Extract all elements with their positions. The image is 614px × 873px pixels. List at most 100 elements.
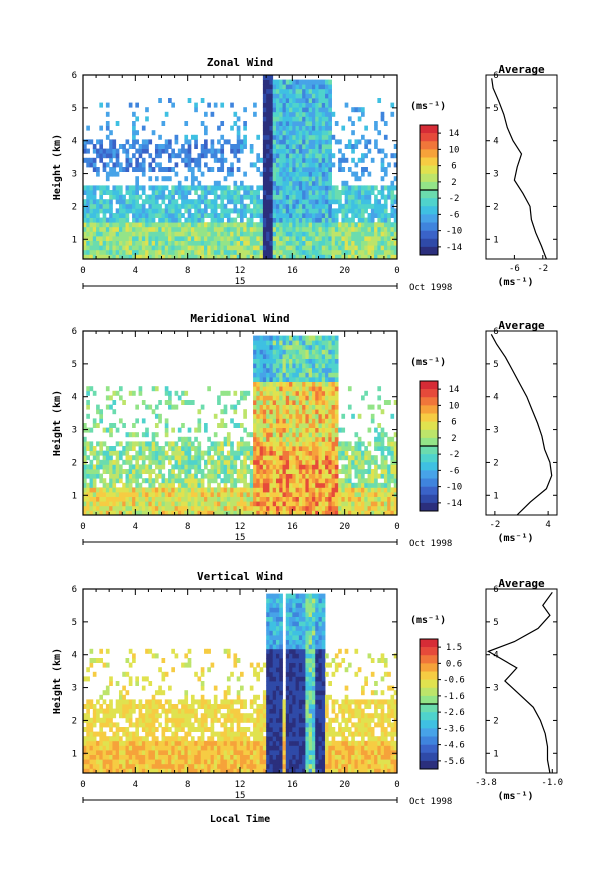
heatmap-cell [289, 249, 293, 255]
heatmap-cell [256, 418, 261, 424]
heatmap-cell [141, 245, 146, 251]
heatmap-cell [272, 395, 277, 401]
heatmap-cell [390, 413, 395, 419]
heatmap-cell [148, 213, 153, 218]
heatmap-cell [125, 249, 130, 255]
heatmap-cell [328, 441, 332, 447]
heatmap-cell [164, 245, 169, 251]
heatmap-cell [96, 441, 100, 447]
heatmap-cell [236, 125, 241, 131]
heatmap-cell [279, 496, 283, 502]
heatmap-cell [168, 492, 172, 497]
heatmap-cell [357, 446, 362, 451]
heatmap-cell [148, 496, 153, 502]
heatmap-cell [279, 180, 283, 186]
heatmap-cell [207, 386, 211, 392]
heatmap-cell [311, 436, 316, 442]
heatmap-cell [354, 505, 359, 511]
heatmap-cell [341, 153, 346, 159]
date-label: 15 [235, 533, 246, 543]
heatmap-cell [354, 473, 359, 479]
heatmap-cell [292, 354, 296, 359]
heatmap-cell [279, 190, 283, 195]
heatmap-cell [246, 505, 251, 511]
heatmap-cell [325, 455, 329, 461]
heatmap-cell [311, 395, 316, 401]
heatmap-cell [118, 505, 123, 511]
heatmap-cell [325, 432, 329, 438]
heatmap-cell [334, 377, 339, 382]
heatmap-cell [259, 446, 264, 451]
heatmap-cell [377, 249, 382, 255]
heatmap-cell [128, 144, 133, 149]
heatmap-cell [285, 84, 290, 90]
heatmap-cell [380, 450, 385, 456]
heatmap-cell [86, 231, 90, 237]
heatmap-cell [262, 84, 267, 90]
heatmap-cell [282, 464, 287, 470]
heatmap-cell [289, 432, 293, 438]
heatmap-cell [243, 413, 247, 419]
heatmap-cell [105, 745, 110, 751]
heatmap-cell [174, 134, 179, 140]
heatmap-cell [86, 736, 90, 742]
heatmap-cell [105, 185, 110, 191]
heatmap-cell [92, 740, 97, 746]
heatmap-cell [308, 432, 313, 438]
heatmap-cell [279, 107, 283, 113]
heatmap-cell [256, 344, 261, 350]
heatmap-cell [83, 245, 87, 251]
heatmap-cell [187, 469, 192, 474]
heatmap-cell [230, 245, 234, 251]
heatmap-cell [295, 116, 300, 122]
heatmap-cell [311, 400, 316, 405]
heatmap-cell [233, 482, 238, 488]
heatmap-cell [292, 459, 296, 465]
heatmap-cell [226, 208, 231, 214]
heatmap-cell [351, 194, 355, 200]
heatmap-cell [334, 386, 339, 392]
heatmap-cell [377, 130, 382, 136]
heatmap-cell [292, 130, 296, 136]
heatmap-cell [351, 482, 355, 488]
heatmap-cell [118, 185, 123, 191]
heatmap-cell [233, 487, 238, 493]
heatmap-cell [331, 134, 336, 140]
heatmap-cell [96, 745, 100, 751]
heatmap-cell [109, 464, 113, 470]
heatmap-cell [279, 340, 283, 346]
heatmap-cell [220, 213, 225, 218]
heatmap-cell [262, 340, 267, 346]
heatmap-cell [295, 501, 300, 507]
heatmap-cell [383, 208, 388, 214]
heatmap-cell [321, 98, 326, 103]
heatmap-cell [128, 390, 133, 396]
heatmap-cell [259, 226, 264, 232]
heatmap-cell [393, 236, 398, 241]
heatmap-cell [275, 450, 280, 456]
heatmap-cell [295, 358, 300, 364]
heatmap-cell [328, 386, 332, 392]
heatmap-cell [289, 455, 293, 461]
heatmap-cell [315, 240, 319, 246]
heatmap-cell [292, 386, 296, 392]
heatmap-cell [338, 203, 342, 209]
heatmap-cell [83, 199, 87, 205]
heatmap-cell [272, 148, 277, 154]
heatmap-cell [125, 478, 130, 484]
heatmap-cell [308, 171, 313, 177]
heatmap-cell [328, 139, 332, 145]
heatmap-cell [387, 254, 391, 260]
heatmap-cell [328, 473, 332, 479]
heatmap-cell [132, 134, 136, 140]
heatmap-cell [266, 372, 270, 378]
heatmap-cell [217, 487, 221, 493]
heatmap-cell [190, 496, 195, 502]
heatmap-cell [187, 144, 192, 149]
heatmap-cell [331, 245, 336, 251]
heatmap-cell [210, 254, 215, 260]
heatmap-cell [357, 249, 362, 255]
heatmap-cell [230, 455, 234, 461]
heatmap-cell [243, 190, 247, 195]
heatmap-cell [315, 245, 319, 251]
